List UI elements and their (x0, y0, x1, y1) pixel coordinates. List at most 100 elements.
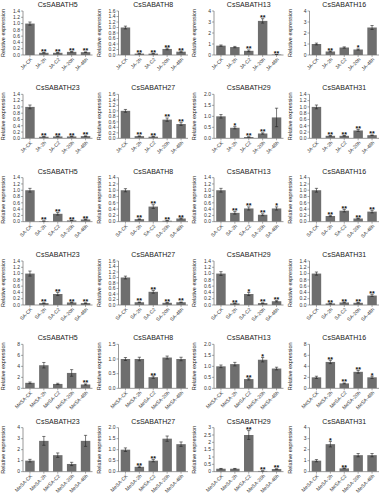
bar (39, 365, 48, 388)
significance: ** (41, 298, 47, 305)
y-tick (308, 221, 310, 222)
marks (216, 358, 281, 389)
y-tick-label: 0.5 (109, 457, 116, 463)
significance: ** (137, 49, 143, 56)
x-tick-label: SA-2h (33, 306, 47, 320)
y-tick (117, 22, 119, 23)
x-tick-label: MeSA-48h (68, 389, 89, 410)
y-tick (117, 177, 119, 178)
y-tick-label: 2 (304, 446, 307, 452)
y-tick (21, 305, 23, 306)
y-tick-label: 1.0 (204, 363, 211, 369)
bar (230, 128, 239, 139)
y-tick-label: 2 (17, 374, 20, 380)
y-tick-label: 6 (304, 352, 307, 358)
y-tick-label: 1.5 (204, 102, 211, 108)
significance: ** (55, 48, 61, 55)
error-bar (56, 383, 59, 384)
significance: * (275, 202, 278, 209)
bar (216, 469, 225, 472)
y-tick-label: 0.2 (204, 212, 211, 218)
bar (121, 28, 130, 56)
y-tick-label: 0 (17, 385, 20, 391)
x-tick-label: MeSA-48h (355, 389, 376, 410)
y-tick-label: 0.8 (109, 113, 116, 119)
y-tick-label: 0.8 (109, 280, 116, 286)
y-axis-label: Relative expression (96, 426, 102, 474)
y-tick-label: 0 (304, 52, 307, 58)
panel: CsSABATH31Relative expression0.00.20.40.… (287, 251, 380, 322)
title: CsSABATH31 (322, 251, 366, 258)
error-bar (124, 189, 127, 192)
y-tick-label: 1.0 (109, 356, 116, 362)
significance: ** (328, 47, 334, 54)
bar (340, 211, 349, 222)
y-axis-label: Relative expression (287, 426, 293, 474)
x-tick-label: JA-2h (320, 139, 334, 153)
x-tick-label: SA-20h (250, 306, 266, 322)
bar (216, 46, 225, 55)
y-tick (212, 427, 214, 428)
x-tick-label: SA-48h (264, 223, 280, 239)
significance: ** (137, 462, 143, 469)
y-tick-label: 4 (208, 8, 211, 14)
y-tick (117, 359, 119, 360)
y-tick (212, 105, 214, 106)
x-tick-label: JA-2h (34, 139, 48, 153)
y-tick-label: 0.2 (300, 295, 307, 301)
x-tick-label: SA-48h (73, 306, 89, 322)
y-tick (308, 177, 310, 178)
error-bar (28, 22, 31, 25)
y-tick-label: 1.5 (204, 446, 211, 452)
y-tick-label: 0.0 (204, 218, 211, 224)
x-tick-label: SA-CK (209, 306, 225, 322)
y-tick-label: 0.0 (109, 302, 116, 308)
y-axis-label: Relative expression (191, 342, 197, 390)
x-tick-label: SA-CK (305, 222, 321, 238)
bar (162, 358, 171, 389)
y-tick (21, 119, 23, 120)
y-tick-label: 1.0 (13, 187, 20, 193)
marks (312, 360, 377, 388)
x-tick-label: SA-20h (346, 306, 362, 322)
title: CsSABATH29 (227, 418, 271, 425)
bar (312, 377, 321, 388)
x-tick-label: SA-2h (224, 223, 238, 237)
y-tick (117, 388, 119, 389)
bar (53, 384, 62, 388)
x-tick-label: JA-CK (19, 139, 34, 154)
y-tick (21, 298, 23, 299)
significance: ** (178, 47, 184, 54)
y-tick (21, 377, 23, 378)
marks (312, 188, 377, 221)
panel: CsSABATH13Relative expression01234JA-CKJ… (191, 1, 284, 72)
y-tick-label: 0.2 (13, 45, 20, 51)
significance: ** (260, 466, 266, 473)
x-tick-label: JA-20h (346, 139, 362, 155)
significance: ** (369, 206, 375, 213)
significance: ** (83, 298, 89, 305)
y-tick (21, 17, 23, 18)
y-tick (21, 209, 23, 210)
bar (176, 124, 185, 138)
bar (367, 28, 376, 56)
title: CsSABATH16 (322, 168, 366, 175)
y-tick-label: 1.2 (109, 269, 116, 275)
y-tick (21, 215, 23, 216)
y-tick (308, 33, 310, 34)
y-tick-label: 1.4 (109, 13, 116, 19)
y-tick-label: 0.0 (13, 218, 20, 224)
y-tick-label: 3 (304, 435, 307, 441)
y-tick (308, 366, 310, 367)
y-tick (117, 261, 119, 262)
y-tick (21, 460, 23, 461)
marks (216, 272, 281, 305)
panel: CsSABATH13Relative expression0.00.20.40.… (191, 168, 284, 239)
y-tick (212, 209, 214, 210)
error-bar (233, 362, 236, 366)
error-bar (124, 358, 127, 361)
error-bar (124, 26, 127, 29)
significance: ** (328, 131, 334, 138)
x-tick-label: SA-20h (59, 223, 75, 239)
significance: * (247, 288, 250, 295)
